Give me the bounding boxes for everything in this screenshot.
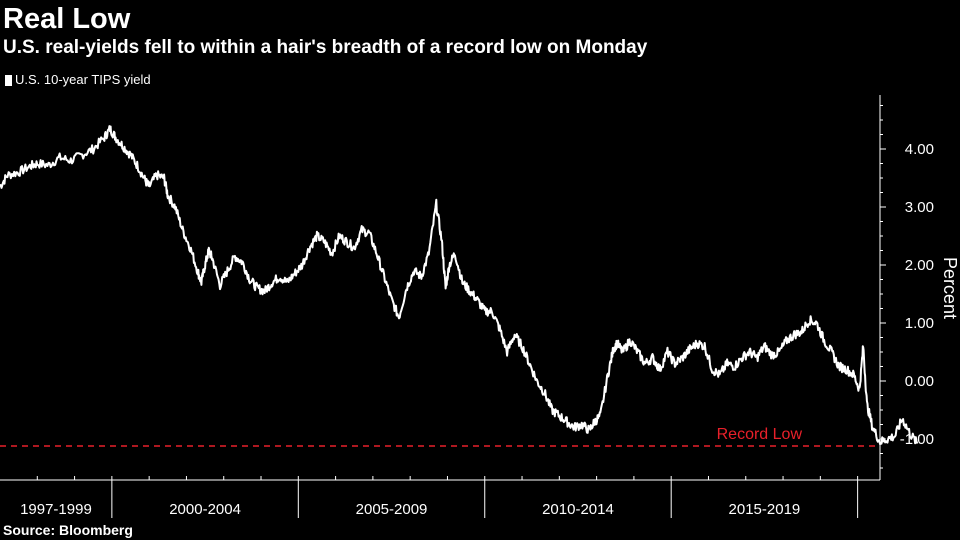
chart-annotations: Record Low (0, 426, 880, 447)
chart-series-group (0, 125, 919, 446)
chart-subtitle: U.S. real-yields fell to within a hair's… (3, 37, 648, 58)
x-period-label: 2000-2004 (169, 501, 241, 518)
record-low-label: Record Low (717, 426, 803, 443)
source-note: Source: Bloomberg (3, 522, 133, 538)
chart-legend: U.S. 10-year TIPS yield (5, 72, 151, 88)
x-period-label: 2010-2014 (542, 501, 614, 518)
y-tick-label: 1.00 (905, 315, 934, 332)
y-tick-label: 0.00 (905, 373, 934, 390)
y-tick-label: 3.00 (905, 199, 934, 216)
y-tick-label: 2.00 (905, 257, 934, 274)
chart-title: Real Low (3, 3, 131, 35)
x-period-label: 2015-2019 (729, 501, 801, 518)
x-period-label: 1997-1999 (20, 501, 92, 518)
chart-axes: 4.003.002.001.000.00-1.00Percent1997-199… (0, 95, 960, 518)
legend-label: U.S. 10-year TIPS yield (15, 72, 151, 87)
x-period-label: 2005-2009 (356, 501, 428, 518)
legend-swatch-icon (5, 74, 12, 86)
series-line (0, 125, 919, 446)
y-axis-title: Percent (940, 257, 960, 319)
y-tick-label: 4.00 (905, 141, 934, 158)
